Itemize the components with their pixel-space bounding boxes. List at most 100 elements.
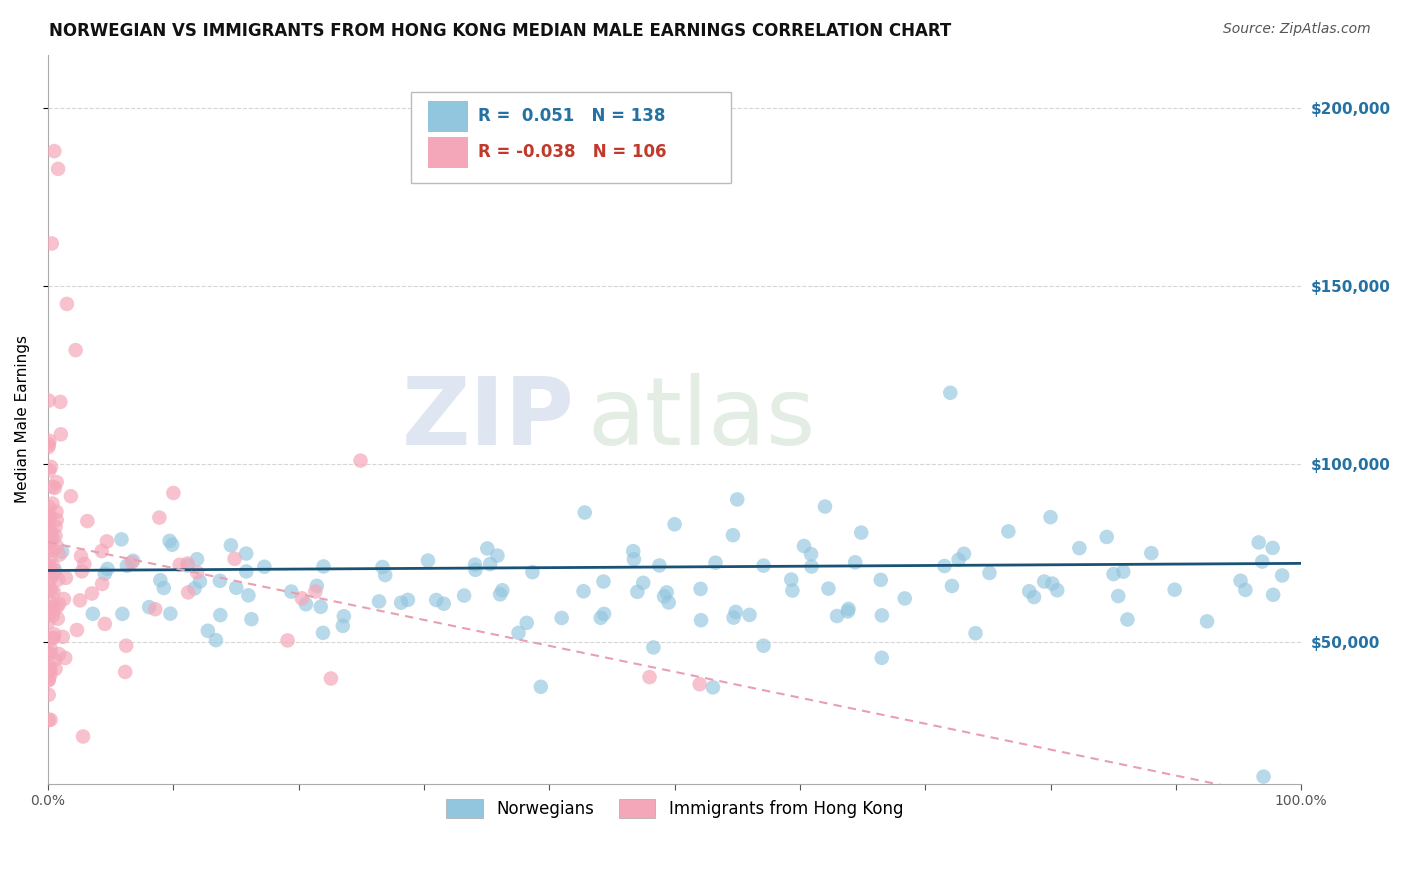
Point [1112,565,1135,579]
Point [1140,546,1163,560]
Point [37,615,59,630]
Point [235,565,257,579]
Point [724,605,747,619]
Point [45,475,67,490]
Point [38,523,60,537]
Point [312,625,335,640]
Text: R = -0.038   N = 106: R = -0.038 N = 106 [478,143,666,161]
Point [159,607,181,621]
Point [689,582,711,596]
Point [550,611,572,625]
Point [45,540,67,554]
Point [44,564,66,578]
Point [721,528,744,542]
Point [1040,576,1063,591]
Point [870,608,893,623]
Point [38,564,60,578]
Point [38,673,60,687]
Point [115,639,138,653]
Point [752,639,775,653]
Point [655,585,678,599]
Point [253,559,276,574]
Point [49,427,72,442]
Point [869,573,891,587]
Point [319,672,342,686]
Point [41,596,63,610]
Point [664,517,686,532]
Point [153,581,176,595]
Point [183,582,205,596]
Point [782,583,804,598]
Point [41,583,63,598]
Point [44,519,66,533]
Point [149,573,172,587]
Point [82,607,104,621]
Point [70,549,93,564]
Point [1271,568,1294,582]
Point [38,600,60,615]
Point [41,604,63,618]
Point [115,558,138,573]
Point [309,599,332,614]
Point [39,668,62,682]
Point [235,547,257,561]
Point [489,587,512,601]
Point [371,560,394,574]
Point [39,459,62,474]
Point [486,549,509,563]
Point [42,559,65,574]
Point [41,236,63,251]
Point [690,613,713,627]
Point [44,144,66,158]
Point [837,602,859,616]
Point [425,593,447,607]
Point [39,535,62,549]
Point [589,611,612,625]
Point [38,558,60,573]
Point [939,385,962,400]
Point [39,550,62,565]
Point [38,688,60,702]
Legend: Norwegians, Immigrants from Hong Kong: Norwegians, Immigrants from Hong Kong [437,790,911,826]
Point [638,670,661,684]
Point [643,640,665,655]
Point [55,571,77,585]
Point [41,496,63,510]
Point [979,566,1001,580]
Point [1116,613,1139,627]
Point [90,544,112,558]
Point [219,538,242,552]
Point [702,681,724,695]
Point [48,597,70,611]
Point [814,500,837,514]
Point [39,543,62,558]
Point [177,558,200,573]
Point [39,646,62,660]
Point [453,589,475,603]
Text: Source: ZipAtlas.com: Source: ZipAtlas.com [1223,22,1371,37]
Point [312,559,335,574]
Point [186,566,208,580]
Point [94,616,117,631]
Point [38,434,60,448]
Point [224,551,246,566]
Point [870,650,893,665]
Point [332,619,354,633]
Point [69,593,91,607]
Point [160,538,183,552]
Point [39,535,62,549]
Point [574,506,596,520]
Point [800,547,823,561]
Y-axis label: Median Male Earnings: Median Male Earnings [15,335,30,503]
Point [623,552,645,566]
Point [1247,535,1270,549]
Point [162,486,184,500]
Point [38,713,60,727]
Point [389,596,412,610]
Point [38,664,60,678]
Point [39,660,62,674]
Point [197,624,219,638]
Point [37,646,59,660]
Point [39,663,62,677]
Point [205,633,228,648]
